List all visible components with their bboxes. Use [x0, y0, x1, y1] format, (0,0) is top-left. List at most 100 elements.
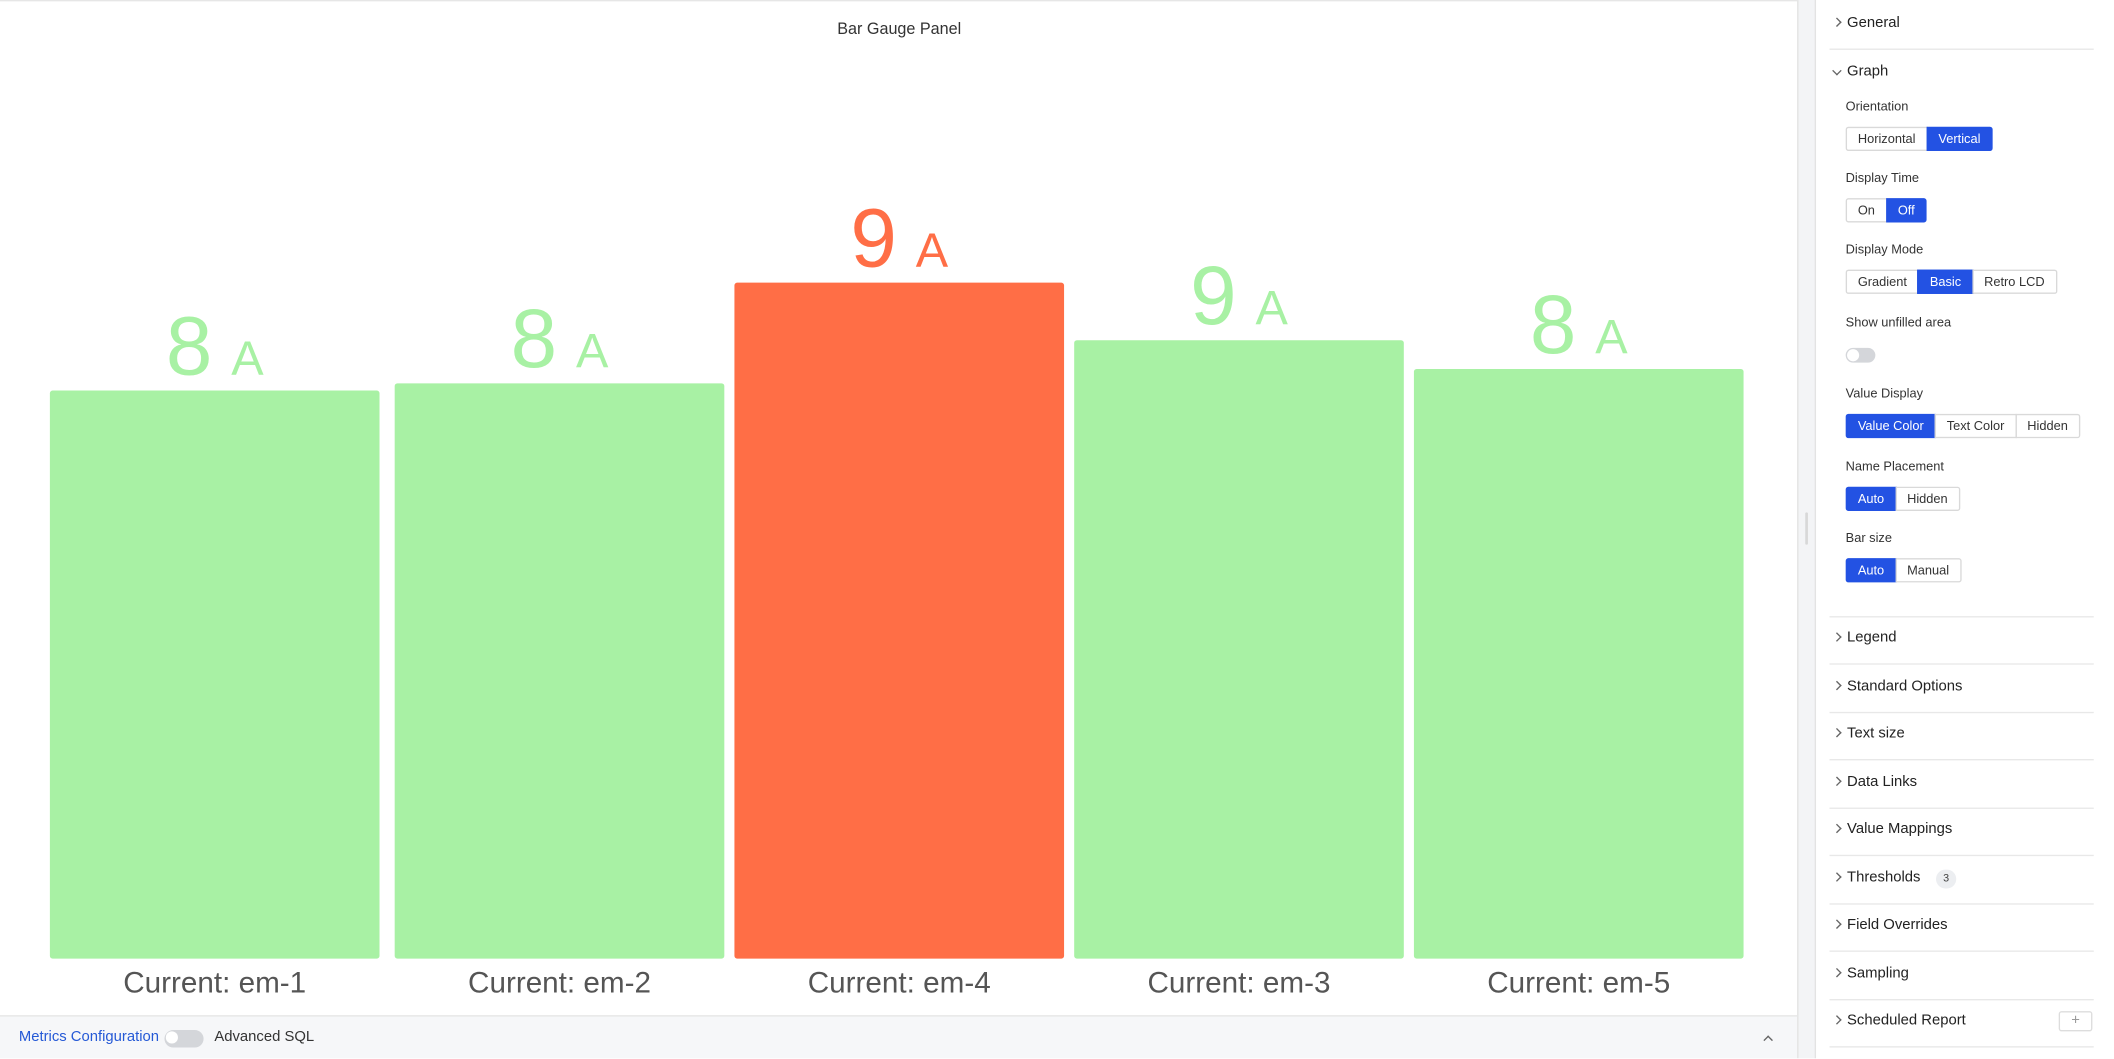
option-button[interactable]: Vertical [1926, 126, 1993, 151]
toggle[interactable] [1845, 347, 1876, 363]
value: 8 [166, 298, 212, 392]
separator [1829, 663, 2094, 666]
separator [1829, 807, 2094, 809]
query-bar: Metrics Configuration Advanced SQL [0, 1015, 1798, 1059]
bar [1074, 340, 1404, 959]
panel: Bar Gauge Panel 8 A Current: em-1 8 A Current… [0, 0, 1798, 1059]
section-title[interactable]: Value Mappings [1847, 821, 1953, 838]
option-button[interactable]: Text Color [1934, 414, 2017, 439]
section-title[interactable]: Text size [1847, 725, 1905, 743]
options-panel: General Graph Orientation Horizontal Vertica… [1816, 0, 2114, 1058]
chevron[interactable] [1832, 824, 1842, 834]
section-title[interactable]: General [1847, 14, 1900, 32]
value: 9 [850, 190, 896, 284]
option-button[interactable]: On [1845, 198, 1888, 223]
option-button[interactable]: Horizontal [1845, 126, 1928, 151]
separator [1829, 615, 2094, 618]
chevron[interactable] [1832, 632, 1842, 643]
chevron[interactable] [1832, 776, 1842, 786]
chevron[interactable] [1832, 967, 1842, 978]
button-group: Auto Manual [1845, 558, 1962, 583]
section-title[interactable]: Data Links [1847, 773, 1918, 790]
tab[interactable]: Metrics Configuration [18, 1028, 160, 1045]
badge: 3 [1936, 869, 1957, 889]
bar-name: Current: em-3 [1148, 966, 1331, 999]
bar [734, 282, 1065, 959]
separator [1829, 1046, 2094, 1049]
value: 8 [1530, 277, 1576, 371]
section-title[interactable]: Thresholds [1847, 869, 1921, 886]
bar-name: Current: em-2 [468, 966, 651, 999]
button-group: Horizontal Vertical [1845, 126, 1993, 151]
chevron[interactable] [1832, 728, 1842, 739]
unit: A [231, 331, 264, 385]
toggle-label: Advanced SQL [214, 1028, 315, 1045]
separator [1829, 951, 2094, 953]
chevron[interactable] [1832, 65, 1842, 75]
option-button[interactable]: Hidden [1894, 486, 1960, 511]
collapse-icon[interactable] [1763, 1035, 1773, 1045]
option-button[interactable]: Manual [1894, 558, 1962, 583]
button-group: On Off [1845, 198, 1927, 223]
unit: A [1255, 281, 1288, 335]
option-button[interactable]: Auto [1845, 486, 1897, 511]
section-title[interactable]: Legend [1847, 630, 1897, 647]
field-label: Bar size [1845, 531, 1892, 546]
option-button[interactable]: Retro LCD [1971, 270, 2057, 295]
unit: A [1595, 310, 1628, 364]
section-title[interactable]: Field Overrides [1847, 917, 1948, 934]
field-label: Show unfilled area [1845, 315, 1952, 330]
button-group: Gradient Basic Retro LCD [1845, 270, 2057, 295]
option-button[interactable]: Auto [1845, 558, 1897, 583]
separator [1829, 855, 2094, 857]
field-label: Display Mode [1845, 243, 1924, 258]
unit: A [916, 223, 949, 277]
unit: A [576, 324, 609, 378]
drag-handle[interactable] [1805, 512, 1808, 545]
option-button[interactable]: Basic [1917, 270, 1974, 295]
chevron[interactable] [1832, 1015, 1842, 1026]
field-label: Display Time [1845, 171, 1919, 186]
chart-title: Bar Gauge Panel [837, 20, 961, 38]
chevron[interactable] [1832, 872, 1842, 882]
field-label: Value Display [1845, 387, 1924, 402]
separator [1829, 759, 2094, 761]
toggle[interactable] [164, 1030, 204, 1048]
section-title[interactable]: Standard Options [1847, 677, 1963, 695]
bar-name: Current: em-1 [123, 966, 306, 999]
option-button[interactable]: Hidden [2015, 414, 2081, 439]
field-label: Name Placement [1845, 459, 1944, 474]
separator [1829, 711, 2094, 714]
bar-name: Current: em-5 [1487, 966, 1670, 999]
separator [1829, 48, 2094, 50]
chevron[interactable] [1832, 17, 1842, 28]
splitter [1797, 0, 1817, 1059]
field-label: Orientation [1845, 99, 1909, 114]
chevron[interactable] [1832, 919, 1842, 930]
bar [1413, 368, 1744, 959]
option-button[interactable]: Off [1885, 198, 1927, 223]
button-group: Auto Hidden [1845, 486, 1960, 511]
button-group: Value Color Text Color Hidden [1845, 414, 2081, 439]
section-title[interactable]: Sampling [1847, 965, 1909, 982]
section-title[interactable]: Scheduled Report [1847, 1013, 1966, 1030]
bar [49, 390, 380, 959]
value: 8 [511, 291, 557, 385]
separator [1829, 903, 2094, 905]
value: 9 [1190, 248, 1236, 342]
chevron[interactable] [1832, 680, 1842, 691]
section-title[interactable]: Graph [1847, 62, 1889, 79]
option-button[interactable]: Value Color [1845, 414, 1936, 439]
option-button[interactable]: Gradient [1845, 270, 1920, 295]
bar [394, 383, 725, 959]
bar-name: Current: em-4 [808, 966, 991, 999]
add-button[interactable]: + [2058, 1011, 2093, 1032]
